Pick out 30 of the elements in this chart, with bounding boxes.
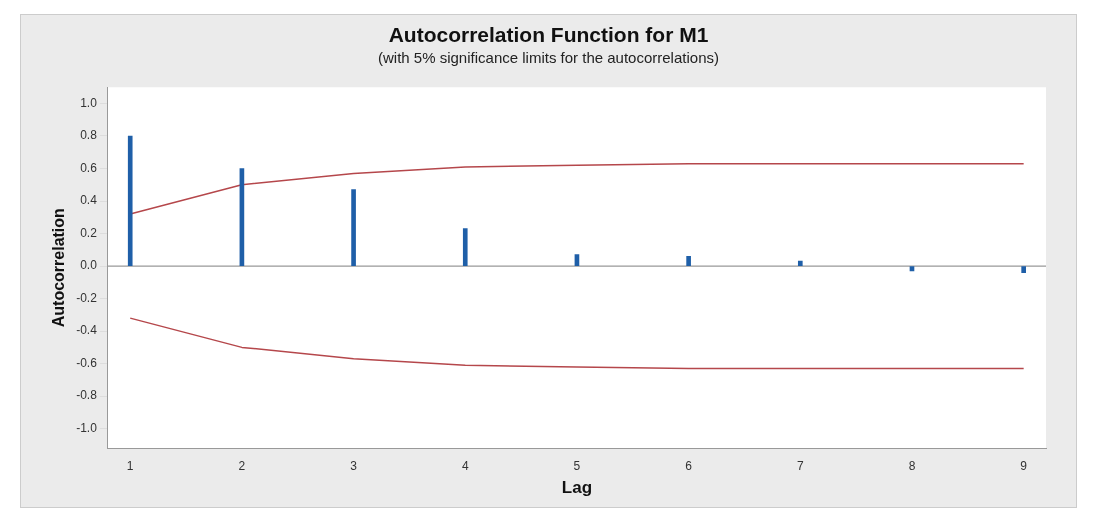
y-tick-label: 0.0 [80,258,98,273]
x-tick-label: 5 [573,458,581,473]
x-tick-label: 8 [908,458,916,473]
bar [351,189,356,266]
chart-subtitle: (with 5% significance limits for the autocorrelations) [377,49,720,66]
y-tick-label: 0.4 [80,193,98,208]
x-tick-label: 2 [238,458,246,473]
y-tick-label: 0.2 [80,225,98,240]
x-tick-label: 7 [796,458,804,473]
bar [127,135,133,266]
x-tick-label: 3 [350,458,358,473]
chart-title: Autocorrelation Function for M1 [387,23,710,47]
x-tick-label: 9 [1020,458,1028,473]
x-axis-title: Lag [561,478,593,498]
bar [462,228,468,266]
y-tick-label: 0.8 [80,128,98,143]
x-tick-label: 1 [126,458,134,473]
x-tick-label: 4 [461,458,469,473]
y-tick-label: 0.6 [80,160,98,175]
y-tick-label: -0.2 [76,290,98,305]
y-tick-label: -1.0 [76,421,98,435]
bar [1021,266,1026,273]
x-tick-label: 6 [685,458,693,473]
bar [797,260,803,266]
y-tick-label: -0.4 [76,323,98,338]
bar [686,255,691,266]
y-tick-label: -0.6 [76,355,98,370]
y-axis-title: Autocorrelation [50,208,68,328]
y-tick-label: 1.0 [80,95,98,110]
y-tick-label: -0.8 [76,388,98,403]
